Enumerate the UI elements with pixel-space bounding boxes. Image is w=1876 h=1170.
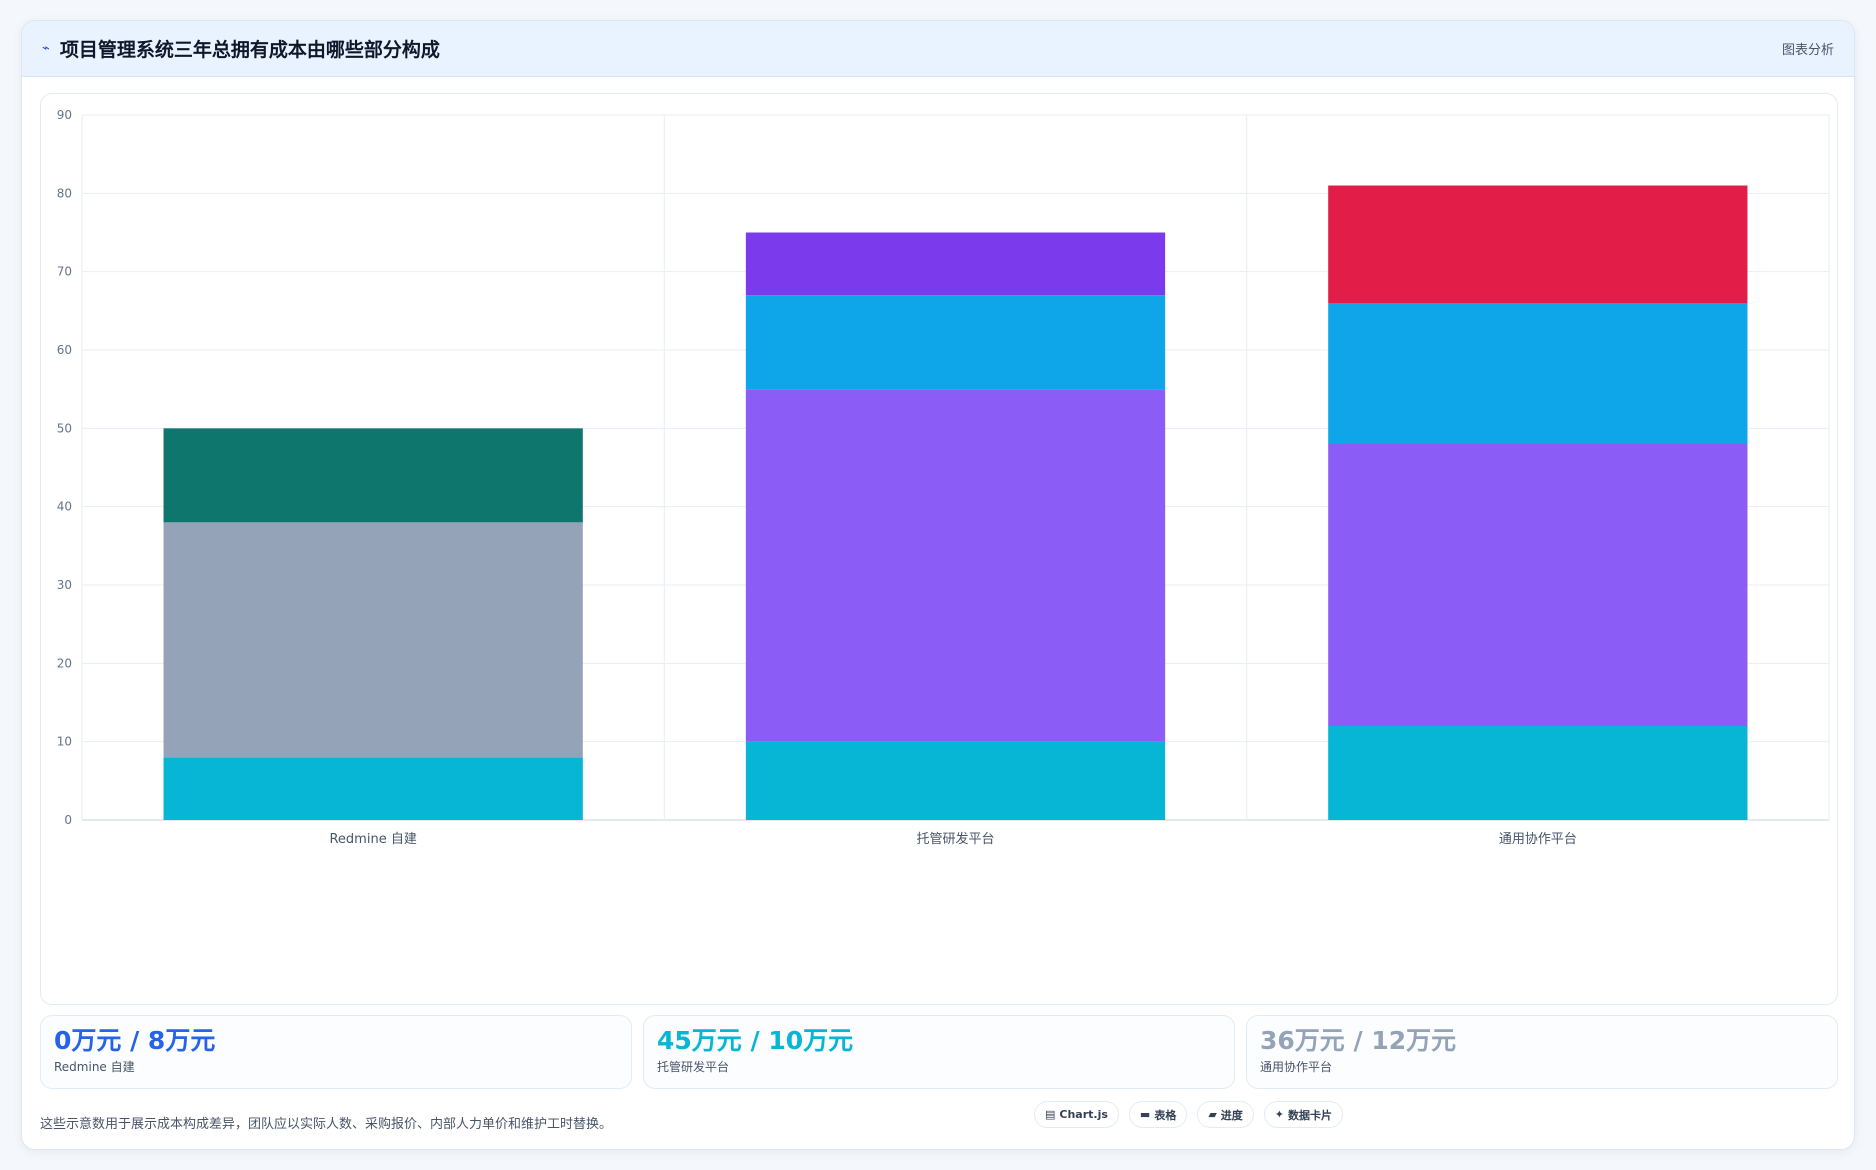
- y-tick-label: 90: [57, 108, 72, 122]
- x-tick-label: 通用协作平台: [1499, 832, 1577, 847]
- stacked-bar-chart: 0 10 20 30 40 50 60 70 80 90 Redmine 自建 托管研发平台 通用协作平…: [57, 108, 1830, 847]
- pill-label: 数据卡片: [1288, 1108, 1333, 1122]
- chart-icon: ▤: [1045, 1108, 1056, 1121]
- chart-panel: 0 10 20 30 40 50 60 70 80 90 Redmine 自建 托管研发平台 通用协作平…: [40, 93, 1838, 1005]
- chart-card: ⌁ 项目管理系统三年总拥有成本由哪些部分构成 图表分析 0 10 20 30 40 50 6…: [21, 20, 1855, 1150]
- x-tick-label: 托管研发平台: [916, 831, 994, 847]
- bar-segment: [163, 428, 583, 523]
- y-tick-label: 60: [57, 343, 72, 357]
- pill-label: 表格: [1154, 1108, 1177, 1122]
- stat-card-redmine: 0万元 / 8万元 Redmine 自建: [40, 1015, 632, 1089]
- stat-value: 0万元 / 8万元: [54, 1026, 216, 1055]
- stat-value: 36万元 / 12万元: [1260, 1026, 1457, 1055]
- stat-label: Redmine 自建: [54, 1060, 135, 1074]
- progress-icon: ▰: [1208, 1108, 1217, 1121]
- bar-segment: [163, 522, 583, 758]
- bar-segment: [745, 232, 1166, 296]
- table-icon: ▬: [1139, 1108, 1151, 1121]
- y-tick-label: 50: [57, 421, 72, 435]
- pill-table[interactable]: ▬ 表格: [1128, 1101, 1188, 1128]
- pill-label: 进度: [1220, 1108, 1243, 1122]
- y-tick-label: 40: [57, 500, 72, 514]
- stat-card-hosted: 45万元 / 10万元 托管研发平台: [643, 1015, 1235, 1089]
- pill-label: Chart.js: [1059, 1108, 1108, 1121]
- stat-value: 45万元 / 10万元: [657, 1026, 854, 1055]
- y-tick-label: 10: [57, 735, 72, 749]
- card-header: ⌁ 项目管理系统三年总拥有成本由哪些部分构成 图表分析: [22, 21, 1854, 77]
- pill-chartjs[interactable]: ▤ Chart.js: [1034, 1101, 1119, 1128]
- bar-segment: [1328, 303, 1748, 444]
- bar-segment: [1328, 726, 1748, 820]
- stat-label: 托管研发平台: [657, 1060, 730, 1074]
- view-pills: ▤ Chart.js ▬ 表格 ▰ 进度 ✦ 数据卡片: [1034, 1101, 1344, 1128]
- data-card-icon: ✦: [1274, 1108, 1285, 1121]
- bar-segment: [1328, 444, 1748, 726]
- pill-data-card[interactable]: ✦ 数据卡片: [1263, 1101, 1344, 1128]
- y-tick-label: 70: [57, 265, 72, 279]
- chart-analysis-tag[interactable]: 图表分析: [1781, 43, 1834, 58]
- x-tick-label: Redmine 自建: [329, 832, 416, 847]
- stat-card-general: 36万元 / 12万元 通用协作平台: [1246, 1015, 1838, 1089]
- stat-label: 通用协作平台: [1260, 1060, 1333, 1074]
- bar-segment: [745, 389, 1166, 742]
- bar-segment: [163, 757, 583, 820]
- y-tick-label: 80: [57, 186, 72, 200]
- trend-icon: ⌁: [42, 41, 50, 56]
- pill-progress[interactable]: ▰ 进度: [1197, 1101, 1254, 1128]
- bar-segment: [745, 295, 1166, 390]
- bar-segment: [745, 741, 1166, 820]
- y-tick-label: 30: [57, 578, 72, 592]
- chart-title: 项目管理系统三年总拥有成本由哪些部分构成: [59, 39, 440, 61]
- bar-segment: [1328, 185, 1748, 303]
- y-tick-label: 20: [57, 656, 72, 670]
- y-tick-label: 0: [64, 813, 72, 827]
- footnote: 这些示意数用于展示成本构成差异，团队应以实际人数、采购报价、内部人力单价和维护工…: [40, 1117, 613, 1132]
